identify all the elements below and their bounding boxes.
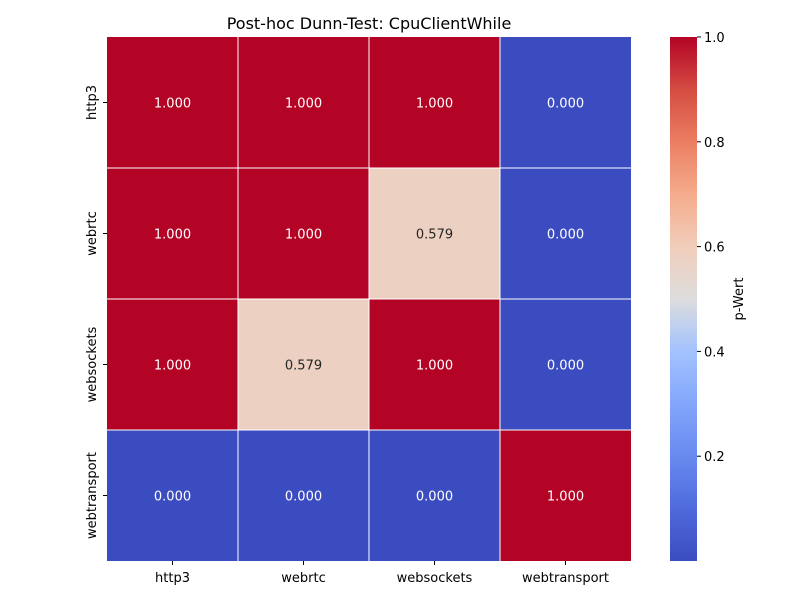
heatmap-cell-websockets-http3 xyxy=(107,299,238,430)
heatmap-cell-label: 0.000 xyxy=(547,228,584,243)
y-tick-label-webrtc: webrtc xyxy=(85,211,100,255)
heatmap-cell-labels: 1.000 1.000 1.000 0.000 1.000 1.000 0.579 0.000… xyxy=(154,97,584,505)
heatmap-cell-label: 1.000 xyxy=(285,228,322,243)
heatmap-cell-webtransport-websockets xyxy=(369,430,500,561)
heatmap-cell-http3-webtransport xyxy=(500,37,631,168)
heatmap-cell-label: 0.000 xyxy=(285,490,322,505)
heatmap-cell-websockets-websockets xyxy=(369,299,500,430)
y-tick-label-webtransport: webtransport xyxy=(85,452,100,539)
colorbar-tick-label: 0.4 xyxy=(704,345,725,360)
heatmap-cell-label: 1.000 xyxy=(547,490,584,505)
colorbar: 0.2 0.4 0.6 0.8 1.0 p-Wert xyxy=(670,31,747,561)
x-tick-label-webtransport: webtransport xyxy=(522,571,609,586)
x-tick-label-webrtc: webrtc xyxy=(281,571,325,586)
x-tick-label-websockets: websockets xyxy=(397,571,473,586)
heatmap-cell-label: 1.000 xyxy=(154,97,191,112)
heatmap-cell-http3-webrtc xyxy=(238,37,369,168)
heatmap-cell-webrtc-webrtc xyxy=(238,168,369,299)
heatmap-cell-label: 1.000 xyxy=(416,97,453,112)
colorbar-gradient xyxy=(670,37,697,561)
heatmap-cell-label: 1.000 xyxy=(416,359,453,374)
heatmap-cell-label: 0.579 xyxy=(285,359,322,374)
heatmap-cell-webrtc-http3 xyxy=(107,168,238,299)
colorbar-label: p-Wert xyxy=(732,278,747,321)
x-tick-label-http3: http3 xyxy=(155,571,190,586)
heatmap-cell-label: 0.000 xyxy=(547,97,584,112)
heatmap-cells xyxy=(107,37,631,561)
heatmap-cell-webrtc-webtransport xyxy=(500,168,631,299)
heatmap-cell-websockets-webtransport xyxy=(500,299,631,430)
chart-title: Post-hoc Dunn-Test: CpuClientWhile xyxy=(227,14,512,33)
heatmap-cell-http3-websockets xyxy=(369,37,500,168)
heatmap-cell-webtransport-webtransport xyxy=(500,430,631,561)
heatmap-cell-webrtc-websockets xyxy=(369,168,500,299)
heatmap-cell-webtransport-webrtc xyxy=(238,430,369,561)
heatmap-cell-label: 0.000 xyxy=(416,490,453,505)
heatmap-cell-label: 0.000 xyxy=(154,490,191,505)
heatmap-cell-websockets-webrtc xyxy=(238,299,369,430)
y-tick-label-http3: http3 xyxy=(85,85,100,120)
heatmap-cell-label: 1.000 xyxy=(154,359,191,374)
heatmap-cell-label: 0.000 xyxy=(547,359,584,374)
heatmap-gridlines xyxy=(107,37,631,561)
x-axis: http3 webrtc websockets webtransport xyxy=(155,561,609,586)
colorbar-tick-label: 1.0 xyxy=(704,31,725,46)
heatmap-cell-label: 1.000 xyxy=(154,228,191,243)
heatmap-cell-label: 1.000 xyxy=(285,97,322,112)
colorbar-tick-label: 0.8 xyxy=(704,136,725,151)
y-axis: http3 webrtc websockets webtransport xyxy=(85,85,107,539)
heatmap-cell-label: 0.579 xyxy=(416,228,453,243)
colorbar-tick-label: 0.2 xyxy=(704,450,725,465)
heatmap-cell-http3-http3 xyxy=(107,37,238,168)
heatmap-cell-webtransport-http3 xyxy=(107,430,238,561)
y-tick-label-websockets: websockets xyxy=(85,326,100,402)
colorbar-tick-label: 0.6 xyxy=(704,241,725,256)
